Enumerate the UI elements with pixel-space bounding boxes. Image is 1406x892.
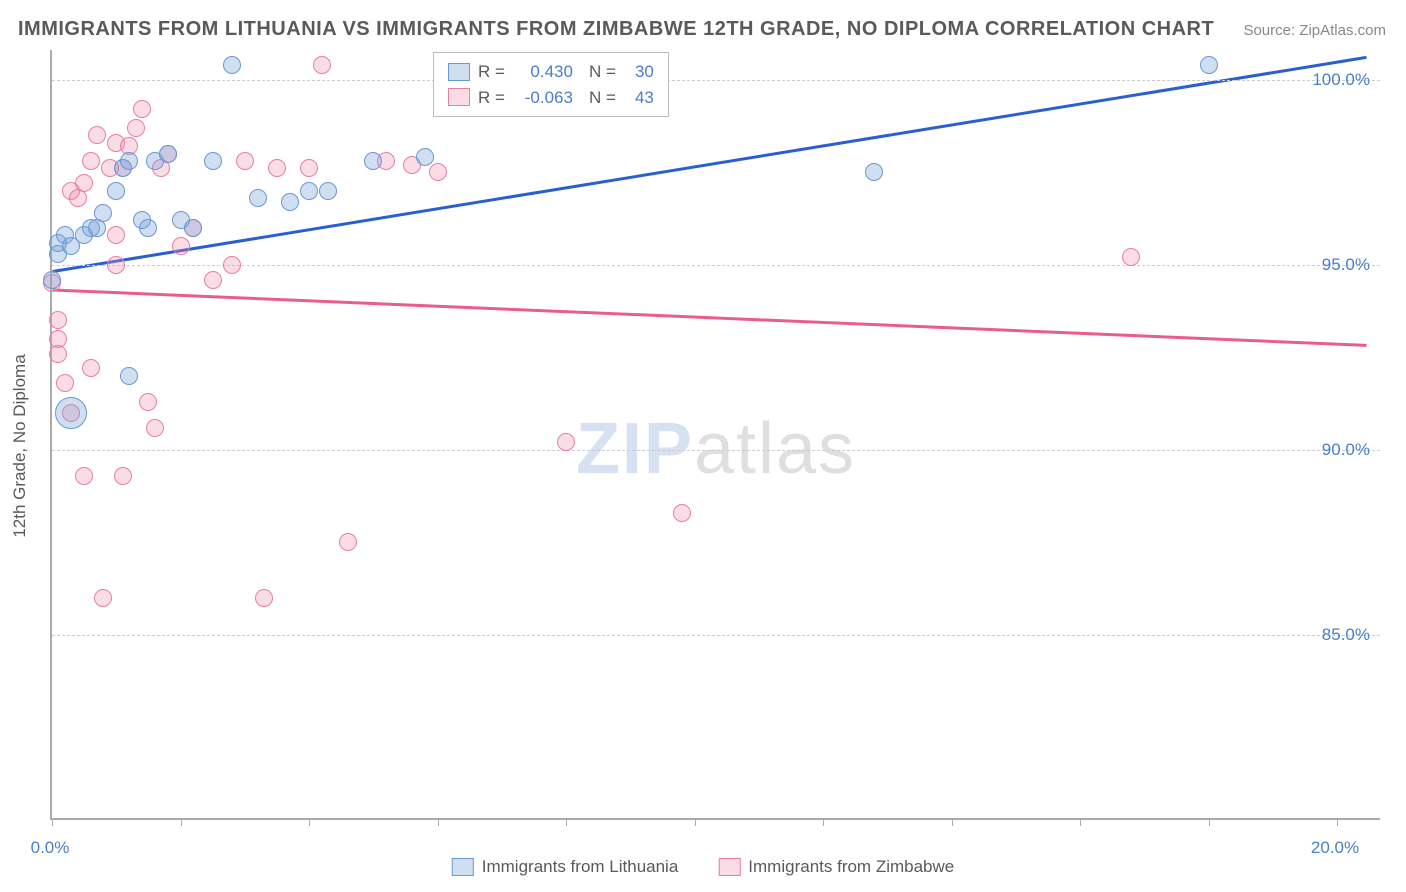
data-point — [107, 256, 125, 274]
x-tick-mark — [438, 818, 439, 826]
data-point — [120, 367, 138, 385]
legend-swatch — [448, 63, 470, 81]
legend-swatch — [718, 858, 740, 876]
y-tick-label: 95.0% — [1322, 255, 1370, 275]
plot-area: ZIPatlas — [50, 50, 1380, 820]
gridline-h — [52, 265, 1380, 266]
stat-r-label: R = — [478, 59, 505, 85]
data-point — [223, 256, 241, 274]
x-tick-mark — [1337, 818, 1338, 826]
data-point — [56, 374, 74, 392]
gridline-h — [52, 450, 1380, 451]
y-tick-label: 90.0% — [1322, 440, 1370, 460]
data-point — [204, 271, 222, 289]
stat-n-value: 30 — [624, 59, 654, 85]
stat-r-value: 0.430 — [513, 59, 573, 85]
legend-swatch — [448, 88, 470, 106]
data-point — [159, 145, 177, 163]
x-tick-mark — [181, 818, 182, 826]
data-point — [133, 100, 151, 118]
data-point — [223, 56, 241, 74]
data-point — [300, 159, 318, 177]
data-point — [82, 152, 100, 170]
gridline-h — [52, 635, 1380, 636]
x-tick-mark — [309, 818, 310, 826]
data-point — [94, 589, 112, 607]
data-point — [49, 311, 67, 329]
data-point — [557, 433, 575, 451]
data-point — [146, 419, 164, 437]
data-point — [281, 193, 299, 211]
data-point — [49, 345, 67, 363]
data-point — [429, 163, 447, 181]
data-point — [172, 237, 190, 255]
data-point — [107, 226, 125, 244]
legend-series: Immigrants from Lithuania Immigrants from… — [452, 857, 954, 877]
legend-item: Immigrants from Lithuania — [452, 857, 679, 877]
x-tick-mark — [952, 818, 953, 826]
x-tick-label: 20.0% — [1311, 838, 1359, 858]
stat-n-label: N = — [589, 59, 616, 85]
legend-label: Immigrants from Zimbabwe — [748, 857, 954, 877]
data-point — [339, 533, 357, 551]
data-point — [364, 152, 382, 170]
x-tick-label: 0.0% — [31, 838, 70, 858]
x-tick-mark — [1080, 818, 1081, 826]
stat-n-label: N = — [589, 85, 616, 111]
data-point — [184, 219, 202, 237]
data-point — [139, 393, 157, 411]
y-tick-label: 100.0% — [1312, 70, 1370, 90]
y-tick-label: 85.0% — [1322, 625, 1370, 645]
stat-r-value: -0.063 — [513, 85, 573, 111]
data-point — [865, 163, 883, 181]
data-point — [416, 148, 434, 166]
data-point — [107, 182, 125, 200]
legend-label: Immigrants from Lithuania — [482, 857, 679, 877]
data-point — [249, 189, 267, 207]
data-point — [120, 152, 138, 170]
data-point — [114, 467, 132, 485]
data-point — [127, 119, 145, 137]
data-point — [75, 467, 93, 485]
data-point — [673, 504, 691, 522]
data-point — [82, 359, 100, 377]
data-point — [1200, 56, 1218, 74]
stat-n-value: 43 — [624, 85, 654, 111]
source-label: Source: ZipAtlas.com — [1243, 22, 1386, 39]
chart-title: IMMIGRANTS FROM LITHUANIA VS IMMIGRANTS … — [18, 18, 1214, 41]
data-point — [268, 159, 286, 177]
x-tick-mark — [823, 818, 824, 826]
x-tick-mark — [52, 818, 53, 826]
legend-swatch — [452, 858, 474, 876]
data-point — [255, 589, 273, 607]
x-tick-mark — [695, 818, 696, 826]
gridline-h — [52, 80, 1380, 81]
data-point — [204, 152, 222, 170]
legend-stat-row: R = -0.063 N = 43 — [448, 85, 654, 111]
data-point — [300, 182, 318, 200]
data-point — [313, 56, 331, 74]
legend-item: Immigrants from Zimbabwe — [718, 857, 954, 877]
x-tick-mark — [1209, 818, 1210, 826]
data-point — [139, 219, 157, 237]
trend-line — [53, 290, 1367, 345]
stat-r-label: R = — [478, 85, 505, 111]
legend-stats: R = 0.430 N = 30 R = -0.063 N = 43 — [433, 52, 669, 117]
correlation-chart: IMMIGRANTS FROM LITHUANIA VS IMMIGRANTS … — [0, 0, 1406, 892]
data-point — [55, 397, 87, 429]
data-point — [94, 204, 112, 222]
data-point — [319, 182, 337, 200]
legend-stat-row: R = 0.430 N = 30 — [448, 59, 654, 85]
data-point — [236, 152, 254, 170]
data-point — [1122, 248, 1140, 266]
data-point — [88, 126, 106, 144]
y-axis-label: 12th Grade, No Diploma — [10, 354, 30, 537]
data-point — [75, 174, 93, 192]
data-point — [43, 271, 61, 289]
x-tick-mark — [566, 818, 567, 826]
